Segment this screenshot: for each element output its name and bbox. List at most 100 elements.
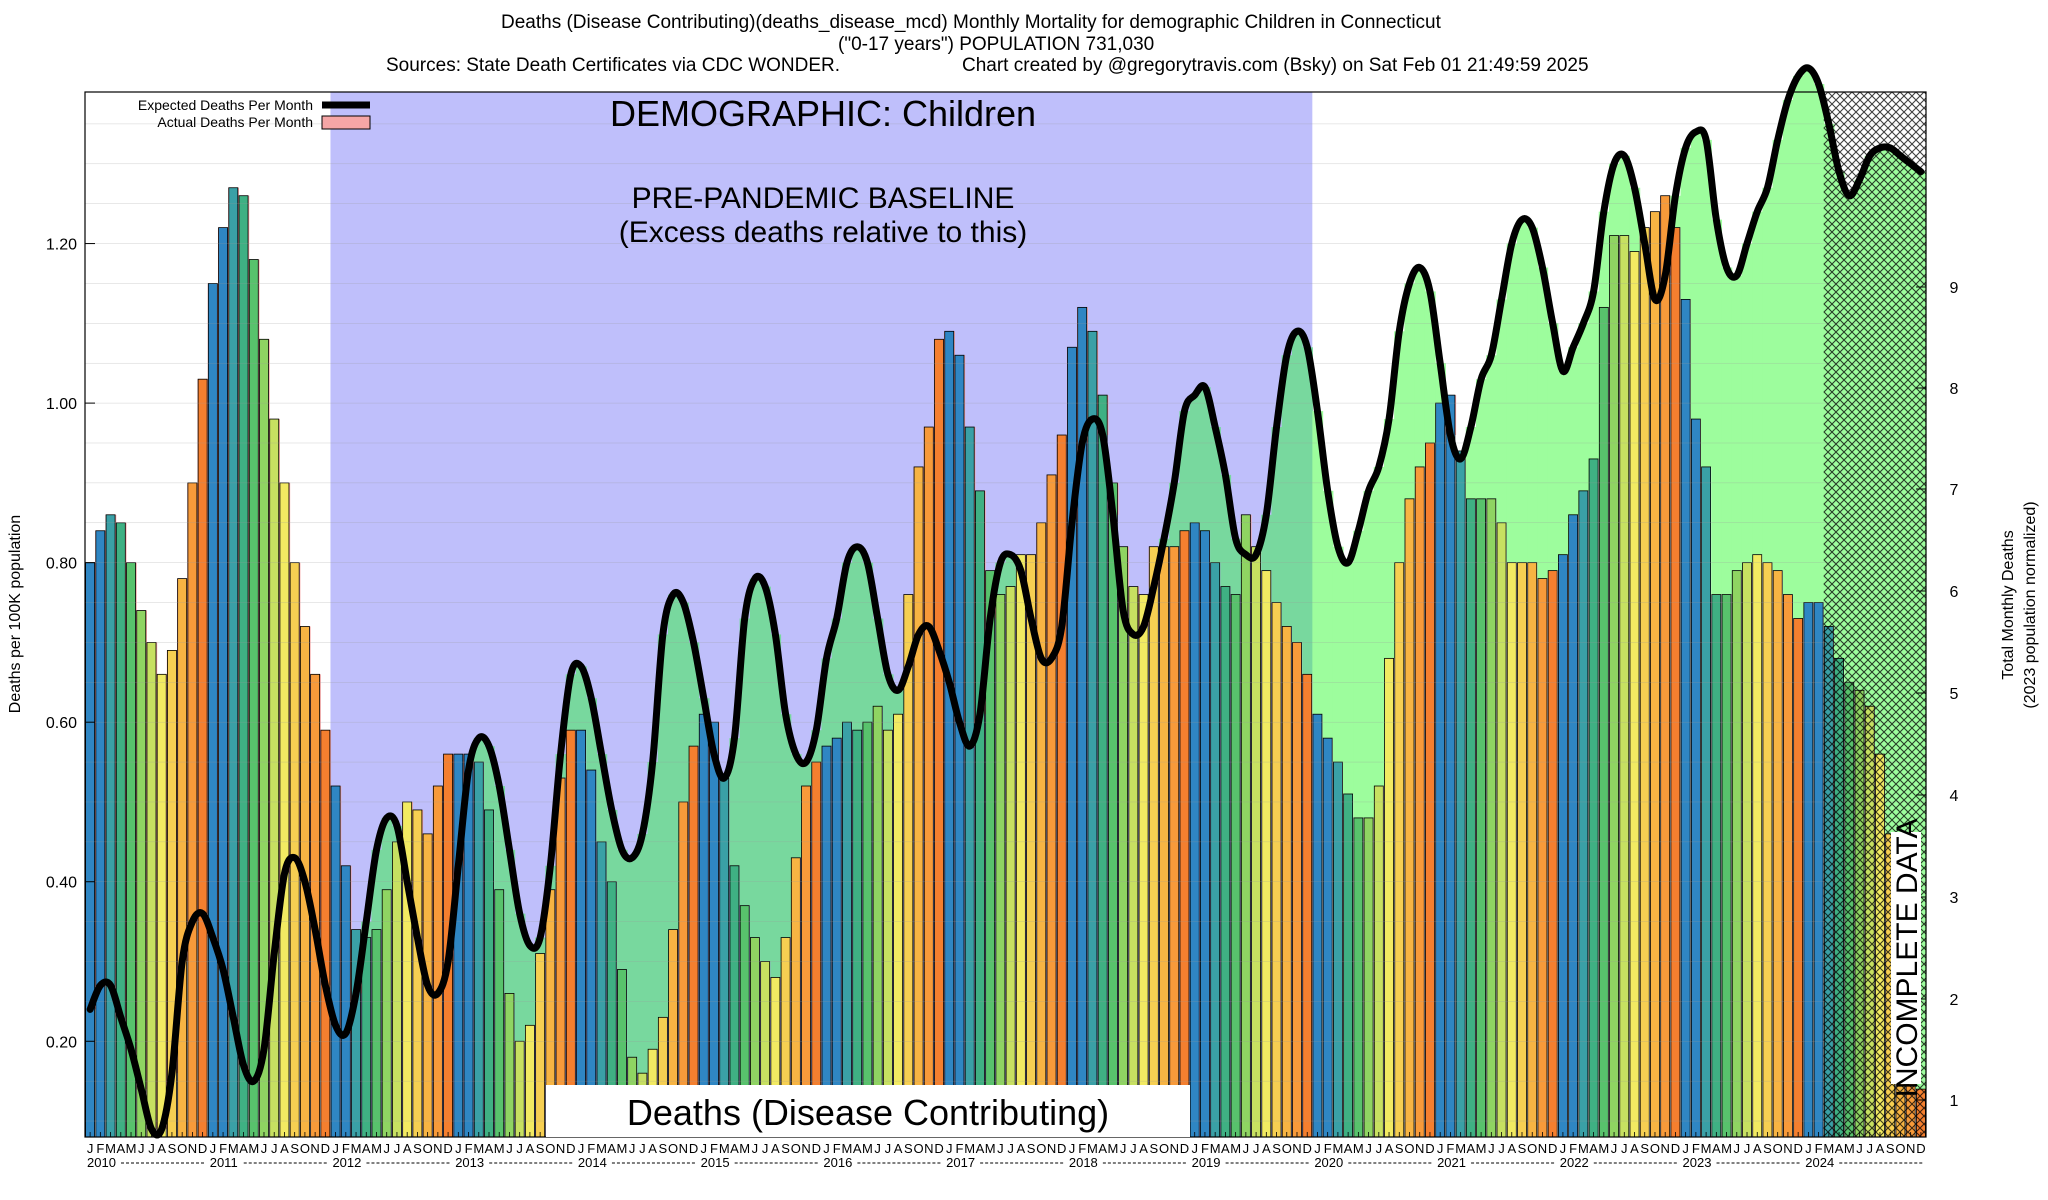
- x-month-label: N: [924, 1141, 933, 1156]
- excess-fill-segment: [892, 690, 904, 715]
- y2-tick-label: 2: [1950, 992, 1959, 1009]
- x-month-label: M: [1353, 1141, 1364, 1156]
- x-month-label: O: [545, 1141, 555, 1156]
- excess-fill-segment: [852, 546, 863, 731]
- x-month-label: A: [239, 1141, 248, 1156]
- x-month-label: M: [739, 1141, 750, 1156]
- x-month-label: J: [1866, 1141, 1873, 1156]
- bar: [944, 330, 955, 1138]
- x-month-label: A: [648, 1141, 657, 1156]
- bar: [1711, 594, 1722, 1138]
- bar: [535, 953, 546, 1138]
- x-month-label: J: [762, 1141, 769, 1156]
- x-month-label: F: [1201, 1141, 1209, 1156]
- x-month-label: J: [639, 1141, 646, 1156]
- x-month-label: F: [1692, 1141, 1700, 1156]
- bar: [1568, 514, 1579, 1138]
- x-month-label: A: [1876, 1141, 1885, 1156]
- bar: [1179, 530, 1190, 1138]
- excess-fill-segment: [1772, 139, 1784, 571]
- x-month-label: N: [1660, 1141, 1669, 1156]
- excess-fill-segment: [1516, 219, 1528, 563]
- x-month-label: D: [1057, 1141, 1066, 1156]
- excess-fill-segment: [872, 618, 884, 707]
- x-month-label: N: [310, 1141, 319, 1156]
- bar: [1721, 594, 1732, 1138]
- excess-fill-segment: [790, 754, 802, 858]
- excess-fill-segment: [657, 634, 669, 1018]
- bar: [964, 426, 975, 1138]
- bar: [269, 418, 280, 1138]
- excess-fill-segment: [780, 714, 792, 938]
- x-month-label: O: [914, 1141, 924, 1156]
- x-month-label: S: [1395, 1141, 1404, 1156]
- x-month-label: A: [1139, 1141, 1148, 1156]
- y2-tick-label: 8: [1950, 381, 1959, 398]
- bar: [1588, 458, 1599, 1138]
- bar: [698, 713, 709, 1138]
- excess-fill-segment: [1762, 187, 1774, 563]
- bar: [115, 522, 126, 1138]
- x-month-label: M: [719, 1141, 730, 1156]
- x-month-label: A: [1385, 1141, 1394, 1156]
- y2-tick-label: 5: [1950, 686, 1959, 703]
- excess-fill-segment: [1424, 291, 1436, 443]
- x-month-label: J: [701, 1141, 708, 1156]
- bar: [1517, 562, 1527, 1138]
- bar: [1650, 211, 1660, 1138]
- title-line-3-sources: Sources: State Death Certificates via CD…: [386, 55, 841, 76]
- excess-fill-segment: [1271, 427, 1283, 603]
- x-month-label: A: [730, 1141, 739, 1156]
- x-month-label: D: [689, 1141, 698, 1156]
- bar: [1046, 474, 1057, 1138]
- excess-fill-segment: [667, 594, 679, 930]
- x-month-label: J: [1682, 1141, 1689, 1156]
- x-month-label: J: [1488, 1141, 1495, 1156]
- excess-fill-segment: [1475, 379, 1487, 499]
- x-month-label: A: [1467, 1141, 1476, 1156]
- bar: [1496, 522, 1507, 1138]
- bar: [1230, 594, 1241, 1138]
- x-month-label: A: [1630, 1141, 1639, 1156]
- bar: [709, 721, 719, 1138]
- bar: [1240, 514, 1251, 1138]
- bar: [923, 426, 934, 1138]
- bar: [484, 809, 494, 1138]
- x-month-label: M: [1087, 1141, 1098, 1156]
- excess-fill-segment: [1547, 323, 1559, 571]
- y2-tick-label: 4: [1950, 788, 1959, 805]
- x-year-label: 2024: [1805, 1155, 1834, 1170]
- excess-fill-segment: [1537, 267, 1549, 579]
- x-month-label: D: [321, 1141, 330, 1156]
- x-month-label: M: [105, 1141, 116, 1156]
- excess-fill-segment: [1741, 243, 1753, 563]
- excess-fill-segment: [1568, 347, 1579, 515]
- x-month-label: S: [1886, 1141, 1895, 1156]
- excess-fill-segment: [760, 586, 771, 962]
- x-month-label: J: [1744, 1141, 1751, 1156]
- excess-fill-segment: [1527, 227, 1538, 563]
- excess-fill-segment: [1353, 530, 1365, 818]
- excess-fill-segment: [514, 913, 526, 1042]
- x-month-label: S: [536, 1141, 545, 1156]
- x-month-label: N: [1783, 1141, 1792, 1156]
- x-month-label: F: [219, 1141, 227, 1156]
- bar: [821, 745, 832, 1138]
- bar: [1292, 642, 1302, 1138]
- x-month-label: J: [332, 1141, 339, 1156]
- x-month-label: J: [1120, 1141, 1127, 1156]
- x-month-label: A: [1507, 1141, 1516, 1156]
- excess-fill-segment: [483, 746, 495, 810]
- x-month-label: S: [290, 1141, 299, 1156]
- x-month-label: D: [934, 1141, 943, 1156]
- x-month-label: S: [904, 1141, 913, 1156]
- excess-fill-segment: [821, 658, 833, 747]
- excess-fill-segment: [1261, 514, 1273, 571]
- x-month-label: A: [1753, 1141, 1762, 1156]
- x-month-label: O: [300, 1141, 310, 1156]
- excess-fill-segment: [1404, 283, 1416, 499]
- bar: [95, 530, 106, 1138]
- excess-fill-segment: [688, 642, 700, 747]
- x-month-label: J: [455, 1141, 462, 1156]
- x-month-label: J: [946, 1141, 953, 1156]
